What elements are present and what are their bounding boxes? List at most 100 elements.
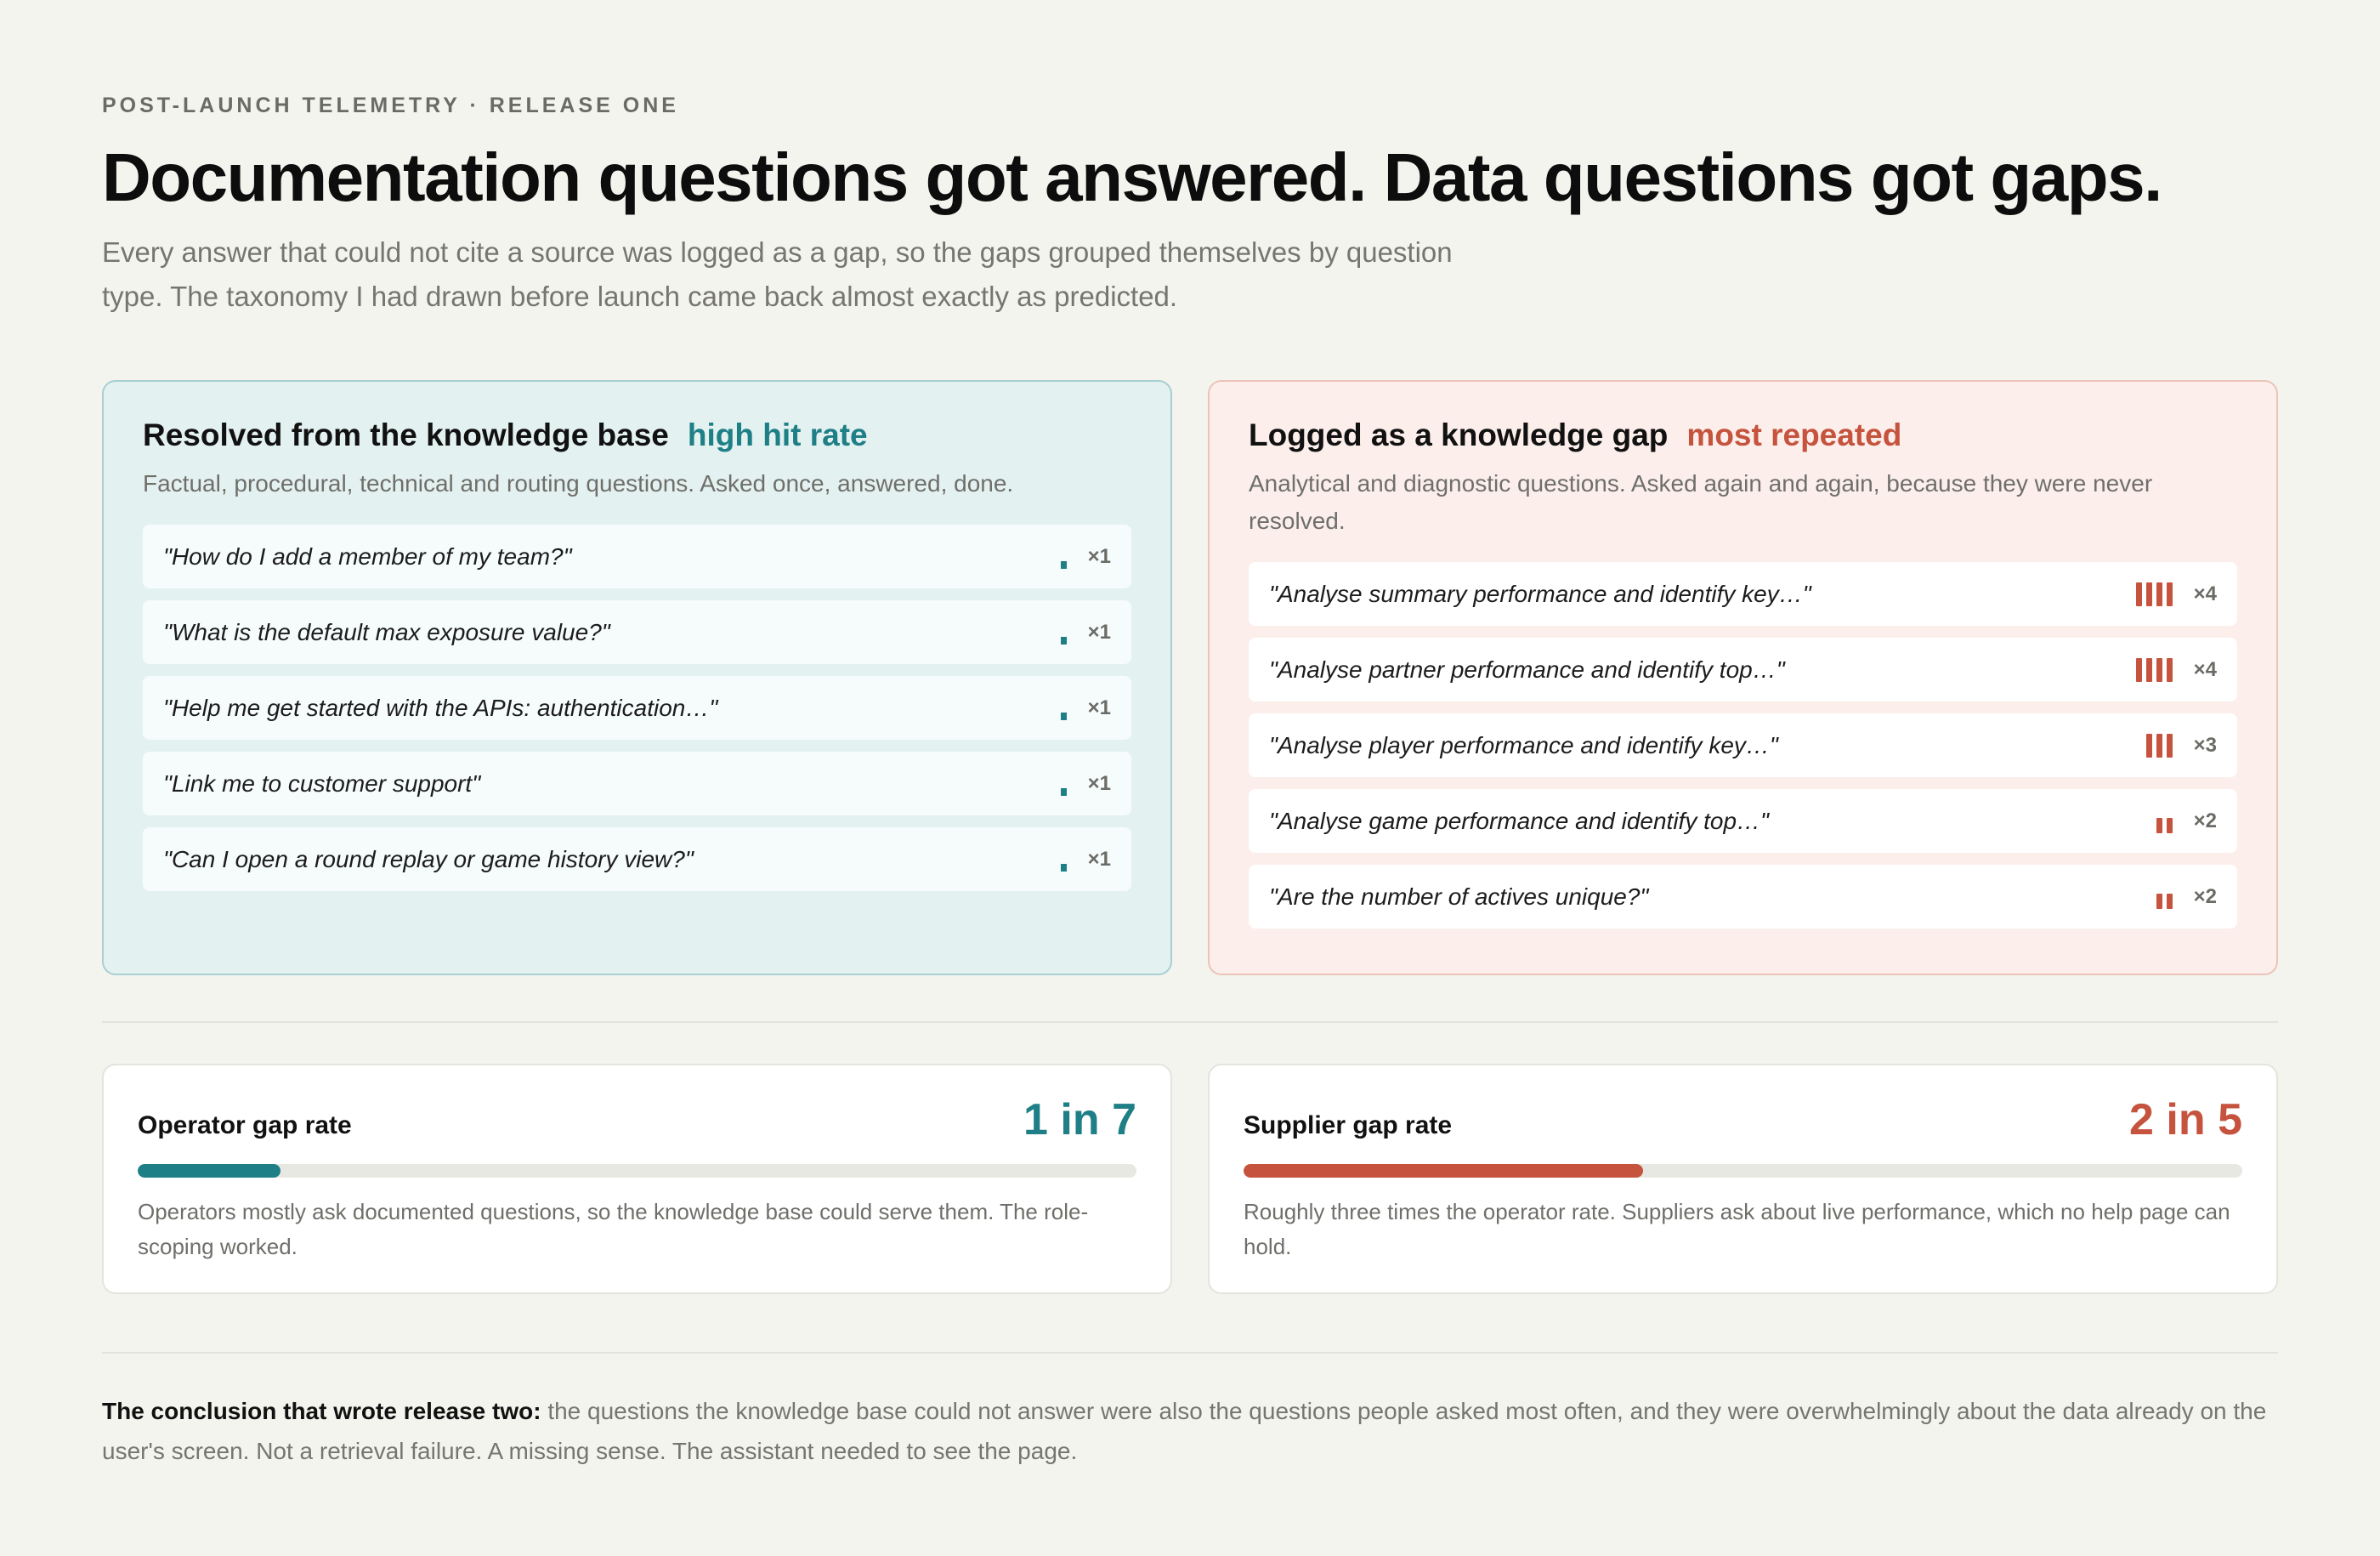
- operator-gap-value: 1 in 7: [1023, 1095, 1136, 1144]
- question-count: ×1: [1087, 696, 1111, 719]
- conclusion: The conclusion that wrote release two: t…: [102, 1391, 2278, 1471]
- question-frequency: ×4: [2136, 657, 2217, 682]
- gap-panel-header: Logged as a knowledge gap most repeated: [1249, 417, 2237, 453]
- frequency-mark: [1061, 560, 1067, 569]
- frequency-bar: [2167, 893, 2173, 909]
- frequency-bar: [2167, 817, 2173, 833]
- resolved-question-row: "What is the default max exposure value?…: [143, 600, 1131, 664]
- page-title: Documentation questions got answered. Da…: [102, 139, 2162, 215]
- panels: Resolved from the knowledge base high hi…: [102, 380, 2278, 975]
- resolved-panel: Resolved from the knowledge base high hi…: [102, 380, 1172, 975]
- frequency-bar: [2156, 657, 2162, 682]
- frequency-bar: [2136, 582, 2142, 606]
- operator-gap-description: Operators mostly ask documented question…: [138, 1199, 1089, 1259]
- frequency-bars: [2136, 582, 2173, 606]
- supplier-gap-track: [1244, 1164, 2242, 1178]
- operator-gap-track: [138, 1164, 1136, 1178]
- operator-gap-fill: [138, 1164, 280, 1178]
- question-frequency: ×4: [2136, 582, 2217, 606]
- frequency-bar: [2167, 733, 2173, 758]
- page-subtitle: Every answer that could not cite a sourc…: [102, 236, 1453, 312]
- question-count: ×1: [1087, 847, 1111, 871]
- question-text: "Analyse player performance and identify…: [1269, 731, 1778, 758]
- question-text: "Help me get started with the APIs: auth…: [163, 694, 718, 721]
- frequency-bar: [2156, 817, 2162, 833]
- resolved-question-list: "How do I add a member of my team?" ×1 "Wh…: [143, 525, 1131, 891]
- question-text: "Are the number of actives unique?": [1269, 883, 1649, 910]
- frequency-bars: [1061, 545, 1067, 569]
- supplier-gap-header: Supplier gap rate 2 in 5: [1244, 1094, 2242, 1145]
- question-frequency: ×2: [2156, 885, 2217, 909]
- gap-panel-title: Logged as a knowledge gap: [1249, 417, 1669, 452]
- frequency-bar: [2156, 582, 2162, 606]
- frequency-bars: [2156, 809, 2173, 833]
- frequency-bar: [2156, 893, 2162, 909]
- question-frequency: ×1: [1061, 848, 1111, 872]
- question-text: "Analyse game performance and identify t…: [1269, 807, 1769, 834]
- question-text: "Analyse partner performance and identif…: [1269, 656, 1785, 683]
- gap-question-row: "Analyse summary performance and identif…: [1249, 562, 2237, 626]
- resolved-panel-title: Resolved from the knowledge base: [143, 417, 669, 452]
- question-count: ×1: [1087, 771, 1111, 795]
- question-text: "Analyse summary performance and identif…: [1269, 580, 1811, 607]
- question-count: ×3: [2193, 733, 2217, 757]
- resolved-question-row: "How do I add a member of my team?" ×1: [143, 525, 1131, 588]
- gap-question-list: "Analyse summary performance and identif…: [1249, 562, 2237, 928]
- gap-question-row: "Are the number of actives unique?" ×2: [1249, 865, 2237, 928]
- frequency-mark: [1061, 636, 1067, 645]
- gap-panel-description: Analytical and diagnostic questions. Ask…: [1249, 470, 2153, 534]
- operator-gap-header: Operator gap rate 1 in 7: [138, 1094, 1136, 1145]
- frequency-mark: [1061, 787, 1067, 796]
- question-count: ×2: [2193, 809, 2217, 832]
- frequency-bars: [2136, 657, 2173, 682]
- question-count: ×4: [2193, 582, 2217, 605]
- question-count: ×2: [2193, 884, 2217, 908]
- resolved-question-row: "Link me to customer support" ×1: [143, 752, 1131, 815]
- conclusion-body: the questions the knowledge base could n…: [102, 1398, 2267, 1464]
- frequency-bar: [2167, 582, 2173, 606]
- question-text: "Can I open a round replay or game histo…: [163, 845, 694, 872]
- supplier-gap-value: 2 in 5: [2129, 1095, 2242, 1144]
- gap-panel-tag: most repeated: [1686, 417, 1902, 452]
- resolved-question-row: "Help me get started with the APIs: auth…: [143, 676, 1131, 740]
- resolved-panel-description: Factual, procedural, technical and routi…: [143, 470, 1014, 497]
- question-count: ×1: [1087, 620, 1111, 644]
- resolved-panel-header: Resolved from the knowledge base high hi…: [143, 417, 1131, 453]
- frequency-bars: [1061, 772, 1067, 796]
- frequency-bars: [1061, 696, 1067, 720]
- eyebrow: POST-LAUNCH TELEMETRY · RELEASE ONE: [102, 94, 679, 117]
- frequency-bars: [1061, 848, 1067, 872]
- question-text: "How do I add a member of my team?": [163, 542, 572, 570]
- gap-question-row: "Analyse game performance and identify t…: [1249, 789, 2237, 853]
- gap-question-row: "Analyse partner performance and identif…: [1249, 638, 2237, 701]
- supplier-gap-card: Supplier gap rate 2 in 5 Roughly three t…: [1208, 1064, 2278, 1294]
- question-frequency: ×3: [2146, 733, 2217, 758]
- question-text: "What is the default max exposure value?…: [163, 618, 610, 645]
- gap-question-row: "Analyse player performance and identify…: [1249, 713, 2237, 777]
- frequency-bars: [1061, 621, 1067, 645]
- supplier-gap-fill: [1244, 1164, 1643, 1178]
- stats: Operator gap rate 1 in 7 Operators mostl…: [102, 1064, 2278, 1294]
- frequency-bar: [2167, 657, 2173, 682]
- frequency-bar: [2136, 657, 2142, 682]
- resolved-question-row: "Can I open a round replay or game histo…: [143, 827, 1131, 891]
- resolved-panel-tag: high hit rate: [687, 417, 868, 452]
- supplier-gap-description: Roughly three times the operator rate. S…: [1244, 1199, 2230, 1259]
- question-frequency: ×1: [1061, 772, 1111, 796]
- conclusion-divider: [102, 1352, 2278, 1354]
- operator-gap-card: Operator gap rate 1 in 7 Operators mostl…: [102, 1064, 1172, 1294]
- frequency-bar: [2146, 582, 2152, 606]
- question-text: "Link me to customer support": [163, 769, 481, 797]
- question-frequency: ×1: [1061, 621, 1111, 645]
- question-frequency: ×1: [1061, 545, 1111, 569]
- question-frequency: ×1: [1061, 696, 1111, 720]
- frequency-mark: [1061, 712, 1067, 720]
- frequency-mark: [1061, 863, 1067, 872]
- question-frequency: ×2: [2156, 809, 2217, 833]
- question-count: ×1: [1087, 544, 1111, 568]
- question-count: ×4: [2193, 657, 2217, 681]
- frequency-bars: [2156, 885, 2173, 909]
- supplier-gap-label: Supplier gap rate: [1244, 1111, 1453, 1139]
- frequency-bar: [2146, 657, 2152, 682]
